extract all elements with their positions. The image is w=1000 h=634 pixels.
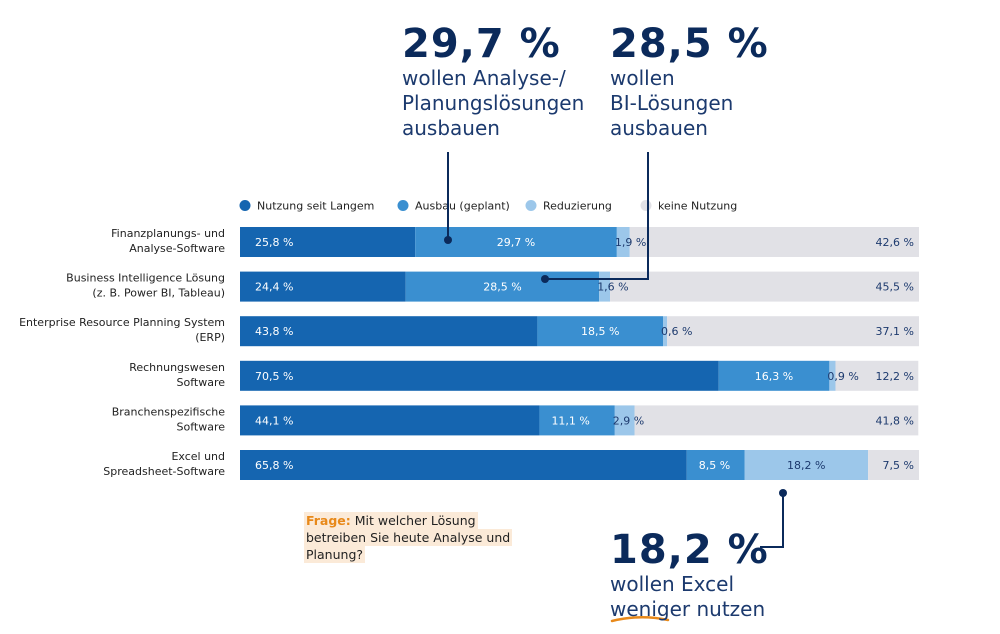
bar-segment [240, 405, 540, 436]
bar-segment [829, 360, 836, 391]
bar-value-label: 24,4 % [255, 281, 293, 294]
bar-value-label: 41,8 % [876, 414, 914, 427]
category-label-line: Business Intelligence Lösung [66, 272, 225, 285]
bar-value-label: 7,5 % [883, 459, 914, 472]
bar-value-label: 2,9 % [613, 414, 644, 427]
question-box: Frage: Mit welcher Lösung betreiben Sie … [304, 512, 514, 563]
bar-value-label: 42,6 % [876, 236, 914, 249]
bar-value-label: 0,6 % [661, 325, 692, 338]
legend-marker [525, 200, 537, 211]
connector-excel [760, 493, 784, 548]
bar-segment [686, 450, 745, 480]
underline-accent [610, 616, 670, 623]
connector-bi-dot [541, 275, 549, 283]
category-label: Enterprise Resource Planning System (ERP) [19, 316, 225, 344]
bar-segment [240, 360, 719, 391]
bar-segment [663, 316, 668, 347]
bar-value-label: 18,5 % [581, 325, 619, 338]
bar-value-label: 28,5 % [483, 281, 521, 294]
legend-label: Nutzung seit Langem [257, 200, 374, 213]
legend-marker [397, 200, 409, 211]
category-label: Branchenspezifische Software [112, 405, 226, 433]
legend-label: Reduzierung [543, 200, 612, 213]
category-label: Finanzplanungs- und Analyse-Software [111, 227, 225, 255]
category-label-line: Finanzplanungs- und [111, 227, 225, 240]
bar-value-label: 43,8 % [255, 325, 293, 338]
bar-value-label: 1,9 % [615, 236, 646, 249]
bar-segment [868, 450, 919, 480]
bar-value-label: 65,8 % [255, 459, 293, 472]
callout-analyse-text: wollen Analyse-/ Planungslösungen ausbau… [402, 66, 585, 140]
connector-excel-dot [779, 489, 787, 497]
legend-marker [640, 200, 652, 211]
bar-value-label: 16,3 % [755, 370, 793, 383]
legend-label: keine Nutzung [658, 200, 737, 213]
bar-segment [240, 271, 406, 302]
callout-bi-text: wollen BI-Lösungen ausbauen [610, 66, 734, 140]
bar-segment [744, 450, 869, 480]
bar-value-label: 70,5 % [255, 370, 293, 383]
callout-analyse: 29,7 % wollen Analyse-/ Planungslösungen… [402, 22, 584, 141]
category-label-line: Excel und [171, 450, 225, 463]
bar-value-label: 1,6 % [597, 281, 628, 294]
bar-segment [537, 316, 664, 347]
bar-segment [616, 227, 630, 257]
category-label-line: Rechnungswesen [129, 361, 225, 374]
bar-segment [240, 227, 416, 257]
connector-analyse-dot [444, 236, 452, 244]
bar-segment [405, 271, 600, 302]
category-label-line: Enterprise Resource Planning System [19, 316, 225, 329]
category-label-line: (z. B. Power BI, Tableau) [92, 287, 225, 300]
question-text: Mit welcher Lösung betreiben Sie heute A… [306, 513, 511, 562]
category-label-line: (ERP) [195, 331, 225, 344]
category-label-line: Analyse-Software [129, 242, 225, 255]
question-label: Frage: [306, 513, 351, 528]
bar-value-label: 0,9 % [827, 370, 858, 383]
category-label: Excel und Spreadsheet-Software [103, 450, 225, 478]
bar-value-label: 44,1 % [255, 414, 293, 427]
callout-excel: 18,2 % wollen Excel weniger nutzen [610, 528, 769, 622]
callout-bi: 28,5 % wollen BI-Lösungen ausbauen [610, 22, 769, 141]
bar-segment [629, 227, 919, 257]
category-label: Rechnungswesen Software [129, 361, 225, 389]
legend-marker [239, 200, 251, 211]
bar-value-label: 37,1 % [876, 325, 914, 338]
callout-excel-value: 18,2 % [610, 527, 769, 573]
bar-value-label: 11,1 % [551, 414, 589, 427]
bar-value-label: 12,2 % [876, 370, 914, 383]
bar-segment [610, 271, 919, 302]
connector-bi [545, 152, 649, 280]
bar-segment [240, 316, 538, 347]
category-label-line: Software [177, 420, 226, 433]
bar-value-label: 8,5 % [699, 459, 730, 472]
bar-value-label: 29,7 % [497, 236, 535, 249]
bar-segment [539, 405, 615, 436]
bar-value-label: 25,8 % [255, 236, 293, 249]
bar-segment [599, 271, 611, 302]
callout-analyse-value: 29,7 % [402, 21, 561, 67]
bar-segment [614, 405, 635, 436]
category-label-line: Branchenspezifische [112, 405, 226, 418]
category-label-line: Software [177, 376, 226, 389]
bar-segment [835, 360, 919, 391]
bar-segment [718, 360, 830, 391]
bar-segment [667, 316, 919, 347]
bar-value-label: 18,2 % [787, 459, 825, 472]
bar-segment [634, 405, 919, 436]
bar-segment [240, 450, 687, 480]
bar-value-label: 45,5 % [876, 281, 914, 294]
category-label-line: Spreadsheet-Software [103, 465, 225, 478]
legend-label: Ausbau (geplant) [415, 200, 510, 213]
callout-excel-text: wollen Excel weniger nutzen [610, 572, 766, 621]
category-label: Business Intelligence Lösung (z. B. Power… [66, 272, 225, 300]
callout-bi-value: 28,5 % [610, 21, 769, 67]
